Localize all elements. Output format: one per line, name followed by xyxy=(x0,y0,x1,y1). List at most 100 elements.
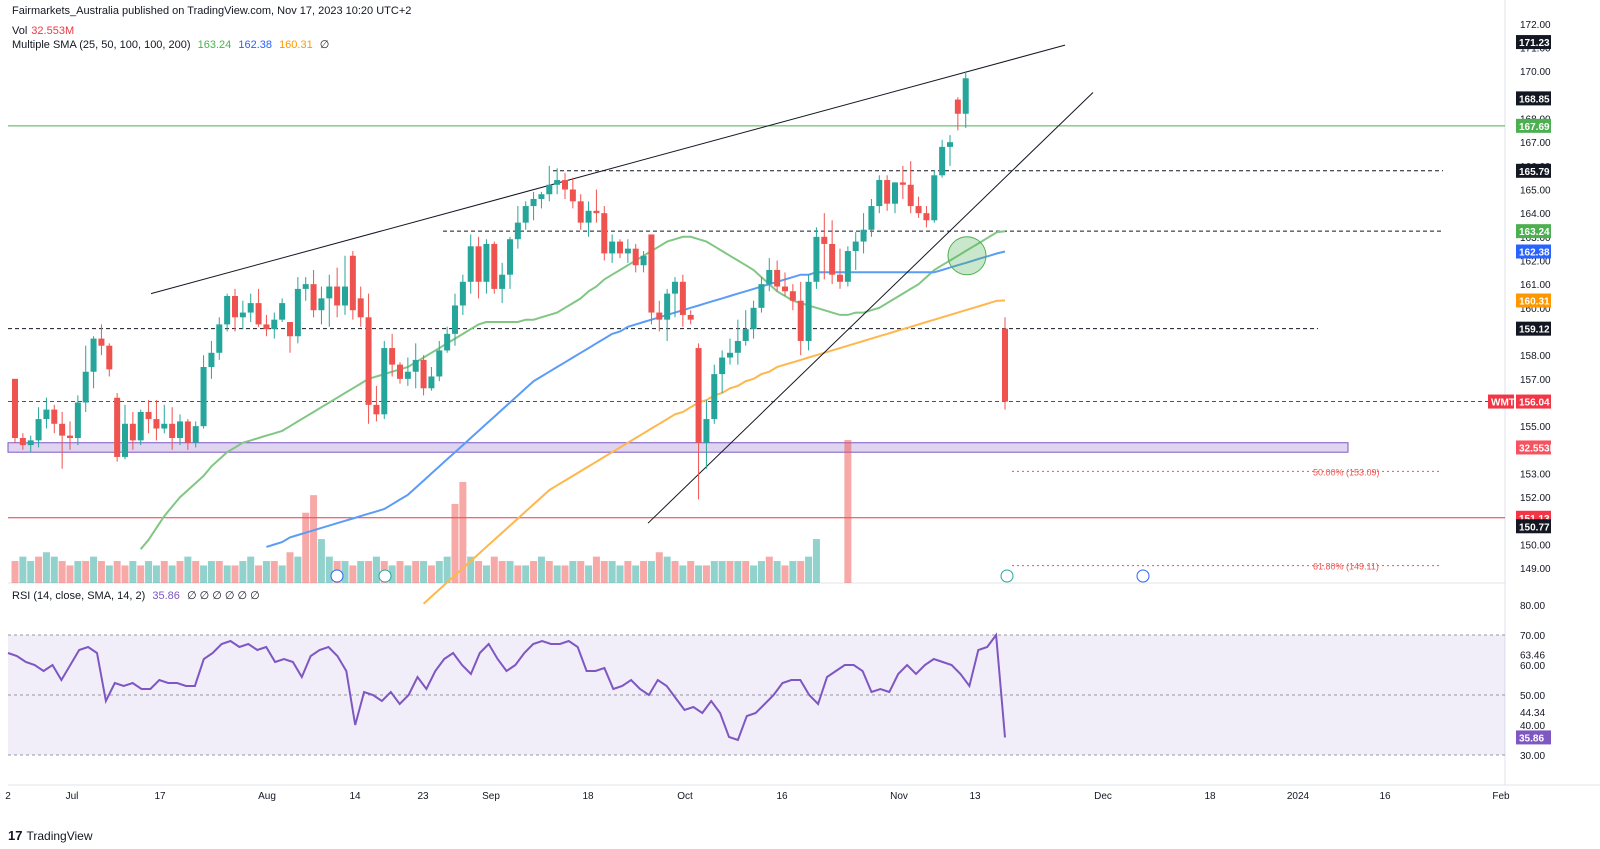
price-badge xyxy=(1516,293,1551,308)
volume-bar xyxy=(412,561,420,583)
price-badge-label: 168.85 xyxy=(1519,94,1550,105)
candle xyxy=(750,300,757,339)
time-axis-label: Nov xyxy=(890,791,908,802)
volume-bar xyxy=(262,561,270,583)
candle xyxy=(546,165,553,202)
volume-bar xyxy=(341,561,349,583)
candle-body xyxy=(546,184,553,195)
price-tick-label: 161.00 xyxy=(1520,280,1551,291)
volume-legend[interactable]: Vol 32.553M xyxy=(12,25,74,37)
candle-body xyxy=(617,241,623,254)
price-badge-label: 159.12 xyxy=(1519,325,1550,336)
volume-bar xyxy=(302,512,310,583)
volume-bar xyxy=(475,561,483,583)
time-axis-label: 18 xyxy=(582,791,594,802)
sma-value-25: 163.24 xyxy=(197,39,232,51)
time-axis-label: 16 xyxy=(776,791,788,802)
candle xyxy=(114,393,121,462)
candle xyxy=(569,177,576,209)
candle xyxy=(35,407,42,448)
volume-bar xyxy=(585,565,593,583)
candle xyxy=(74,395,81,446)
volume-bar xyxy=(27,561,35,583)
candle-body xyxy=(907,184,914,207)
candle xyxy=(51,404,58,434)
time-axis-label: 18 xyxy=(1204,791,1216,802)
time-axis-label: 14 xyxy=(349,791,361,802)
candle xyxy=(711,364,718,424)
candle xyxy=(381,340,388,420)
volume-bar xyxy=(90,556,98,583)
candle-body xyxy=(797,300,804,341)
candle-body xyxy=(507,239,513,275)
candle-body xyxy=(169,423,176,438)
candle-body xyxy=(585,210,592,223)
volume-bar xyxy=(255,565,263,583)
volume-bar xyxy=(537,556,545,583)
candle xyxy=(624,239,631,263)
candle-body xyxy=(389,348,396,365)
volume-bar xyxy=(530,561,538,583)
candle-body xyxy=(436,350,443,377)
volume-bar xyxy=(427,565,435,583)
price-badge-label: 171.23 xyxy=(1519,38,1550,49)
price-tick-label: 172.00 xyxy=(1520,20,1551,31)
candle-body xyxy=(310,284,317,311)
candle xyxy=(153,400,160,441)
candle-body xyxy=(302,284,309,289)
candle-body xyxy=(844,251,851,282)
volume-bar xyxy=(773,561,781,583)
price-tick-label: 162.00 xyxy=(1520,257,1551,268)
volume-bar xyxy=(420,561,428,583)
candle xyxy=(122,404,128,460)
candle-body xyxy=(703,419,710,443)
price-tick-label: 164.00 xyxy=(1520,209,1551,220)
candle-body xyxy=(656,312,663,320)
candle-body xyxy=(734,340,741,353)
candle xyxy=(145,400,152,434)
candle xyxy=(27,435,34,453)
candle xyxy=(19,433,26,450)
candle-body xyxy=(271,319,278,330)
volume-bar xyxy=(239,561,247,583)
candle-body xyxy=(263,324,270,330)
candle-body xyxy=(562,180,568,190)
candle-body xyxy=(137,411,144,441)
candle xyxy=(232,288,238,332)
candle xyxy=(365,293,372,424)
price-tick-label: 157.00 xyxy=(1520,375,1551,386)
candle-body xyxy=(923,213,930,221)
price-tick-label: 153.00 xyxy=(1520,470,1551,481)
sma-legend[interactable]: Multiple SMA (25, 50, 100, 100, 200) 163… xyxy=(12,38,329,51)
candle-body xyxy=(648,234,655,313)
candle xyxy=(279,298,286,323)
rsi-legend[interactable]: RSI (14, close, SMA, 14, 2) 35.86 ∅ ∅ ∅ … xyxy=(12,589,260,602)
price-badge xyxy=(1516,440,1551,455)
price-badge-label: 165.79 xyxy=(1519,167,1550,178)
candle-body xyxy=(208,352,215,367)
volume-bar xyxy=(372,556,380,583)
price-badge xyxy=(1516,118,1551,133)
candle-body xyxy=(224,296,231,325)
candle xyxy=(184,419,191,450)
candle-body xyxy=(672,281,678,294)
trendline xyxy=(647,92,1094,524)
candle xyxy=(562,172,568,199)
candle xyxy=(67,421,73,450)
publisher-text: Fairmarkets_Australia published on Tradi… xyxy=(12,5,412,17)
candle xyxy=(601,206,608,261)
volume-bar xyxy=(451,503,459,583)
candle-body xyxy=(530,198,537,207)
candle-body xyxy=(98,338,105,346)
price-badge-label: 151.13 xyxy=(1519,514,1550,525)
sma-value-100: 160.31 xyxy=(279,39,313,51)
time-axis-label: Aug xyxy=(258,791,276,802)
candle xyxy=(554,168,561,195)
event-marker xyxy=(330,569,344,583)
volume-bar xyxy=(608,561,616,583)
time-axis-label: 2024 xyxy=(1287,791,1310,802)
volume-bar xyxy=(679,565,687,583)
price-badge-label: 167.69 xyxy=(1519,122,1550,133)
candle xyxy=(923,206,930,228)
